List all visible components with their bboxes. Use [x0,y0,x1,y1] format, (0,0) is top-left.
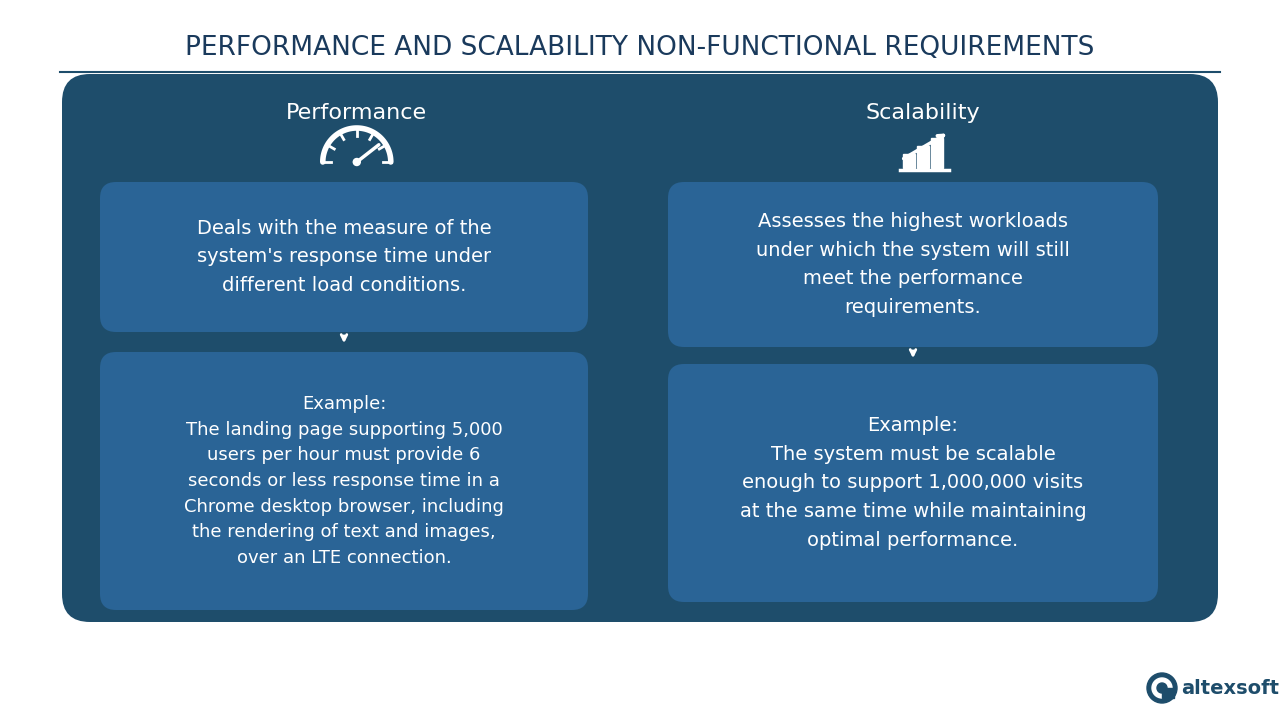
Bar [1162,688,1174,698]
FancyBboxPatch shape [668,364,1158,602]
FancyBboxPatch shape [61,74,1219,622]
Text: PERFORMANCE AND SCALABILITY NON-FUNCTIONAL REQUIREMENTS: PERFORMANCE AND SCALABILITY NON-FUNCTION… [186,35,1094,61]
Text: Example:
The system must be scalable
enough to support 1,000,000 visits
at the s: Example: The system must be scalable eno… [740,416,1087,550]
Bar [932,138,943,168]
FancyBboxPatch shape [668,182,1158,347]
Text: Performance: Performance [287,103,428,123]
Bar [918,146,929,168]
Circle shape [353,158,360,166]
Text: altexsoft: altexsoft [1181,678,1279,698]
Text: Assesses the highest workloads
under which the system will still
meet the perfor: Assesses the highest workloads under whi… [756,212,1070,317]
Text: Deals with the measure of the
system's response time under
different load condit: Deals with the measure of the system's r… [197,219,492,295]
FancyBboxPatch shape [100,352,588,610]
Circle shape [1157,683,1167,693]
Circle shape [1152,678,1172,698]
Bar [904,154,915,168]
Circle shape [1147,673,1178,703]
Text: Example:
The landing page supporting 5,000
users per hour must provide 6
seconds: Example: The landing page supporting 5,0… [184,395,504,567]
Text: Scalability: Scalability [865,103,980,123]
FancyBboxPatch shape [100,182,588,332]
